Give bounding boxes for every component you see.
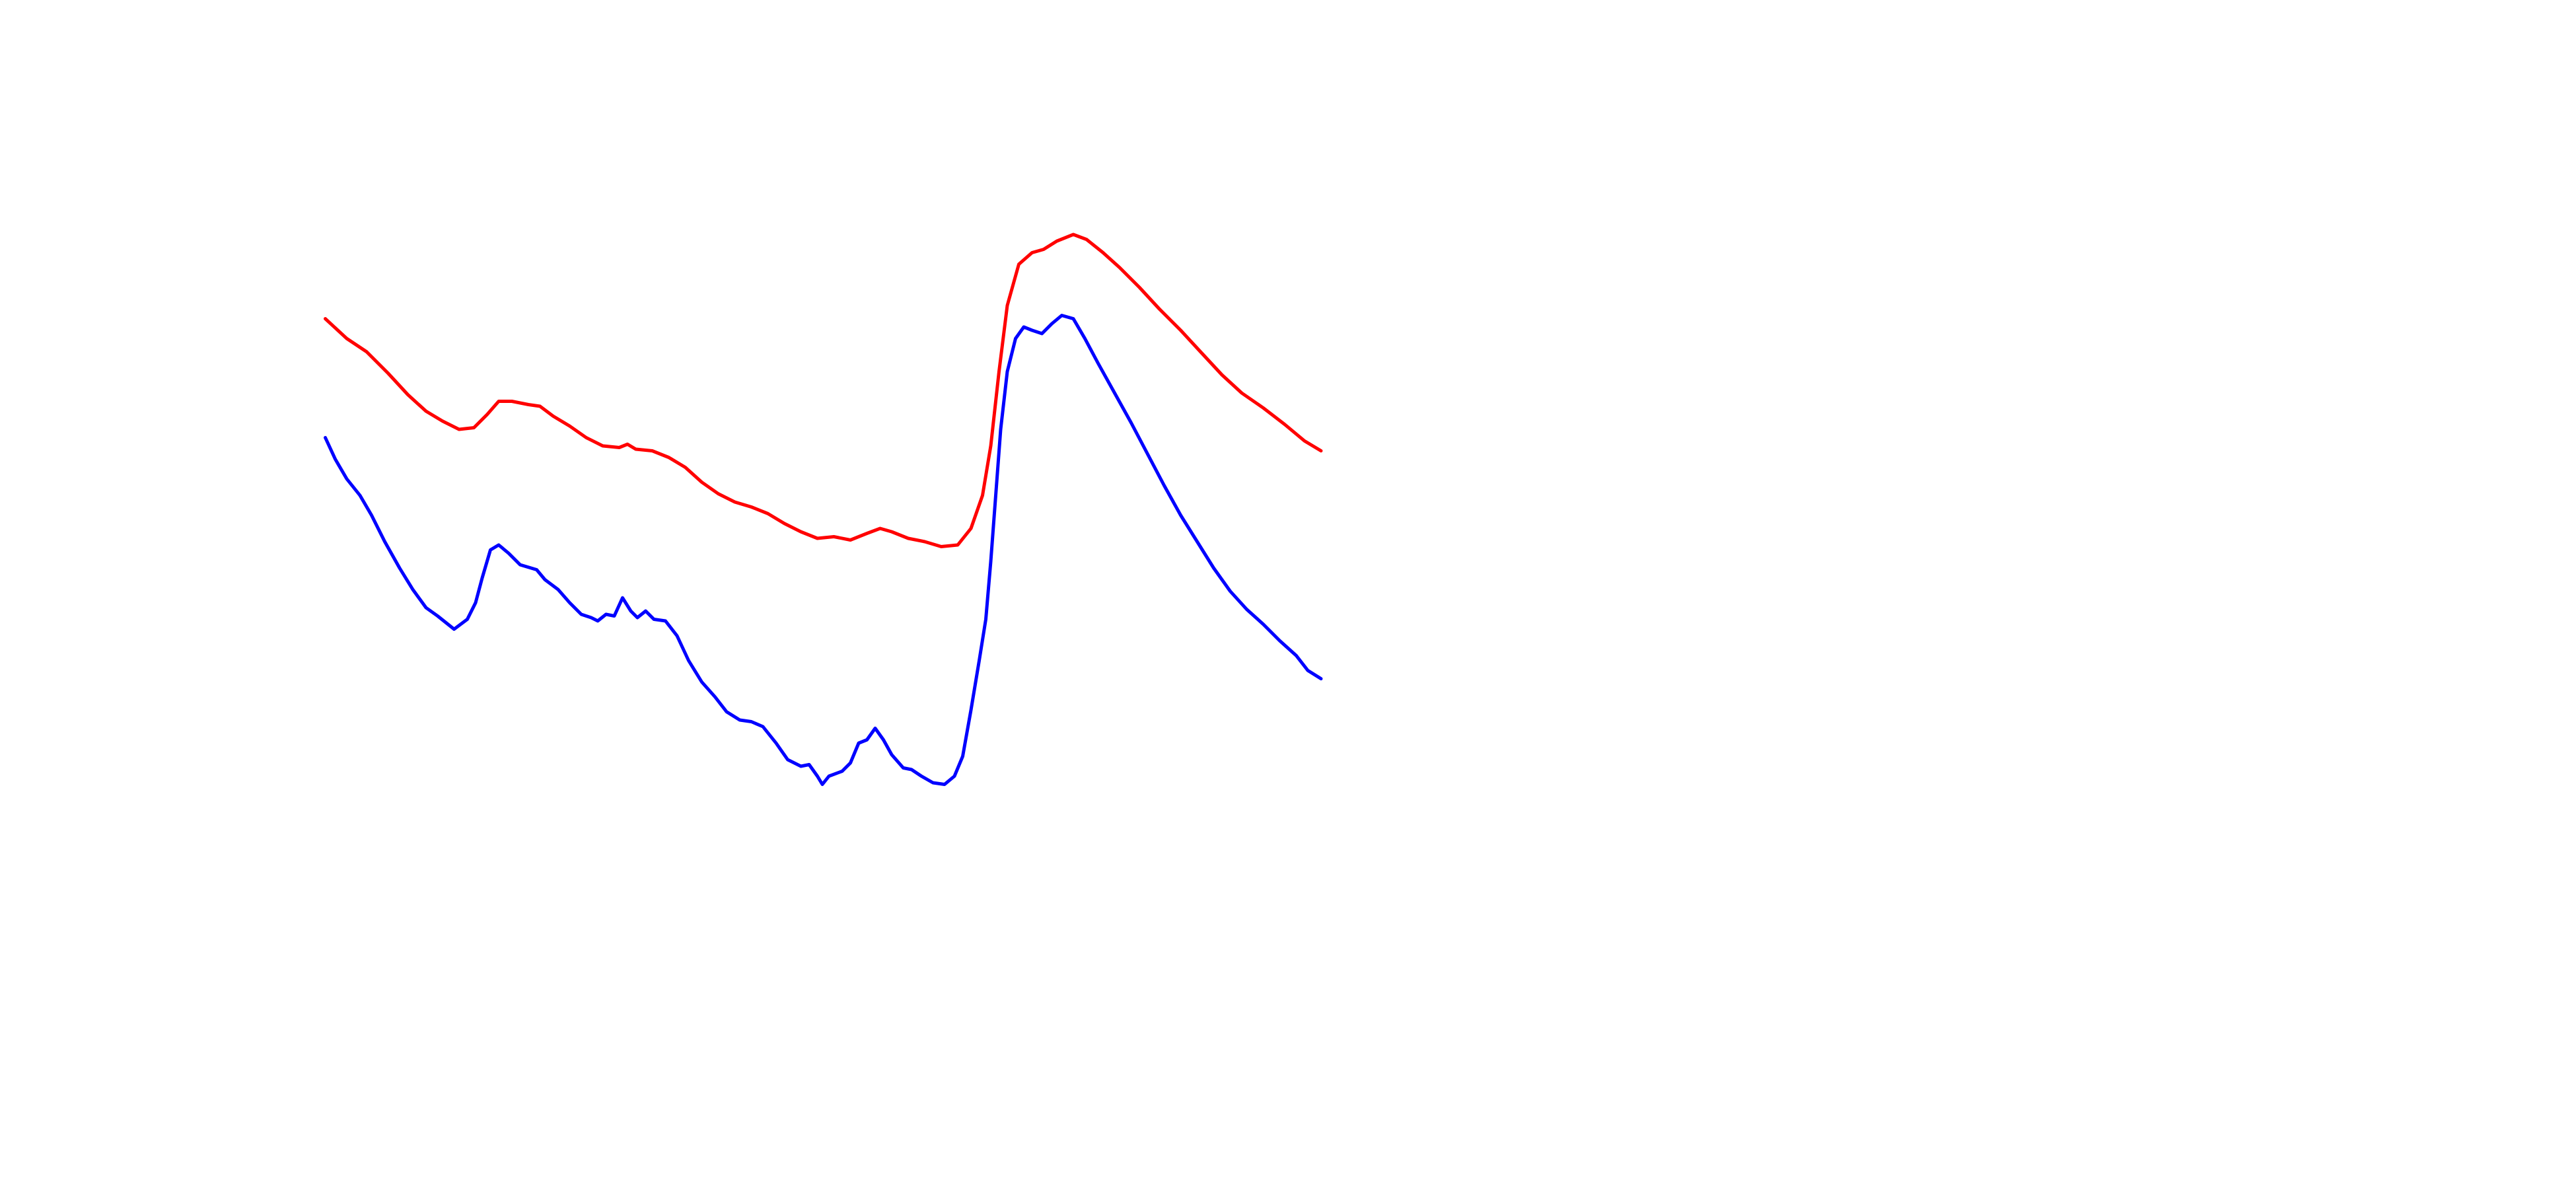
data-line — [324, 314, 1323, 786]
data-line — [324, 233, 1323, 548]
